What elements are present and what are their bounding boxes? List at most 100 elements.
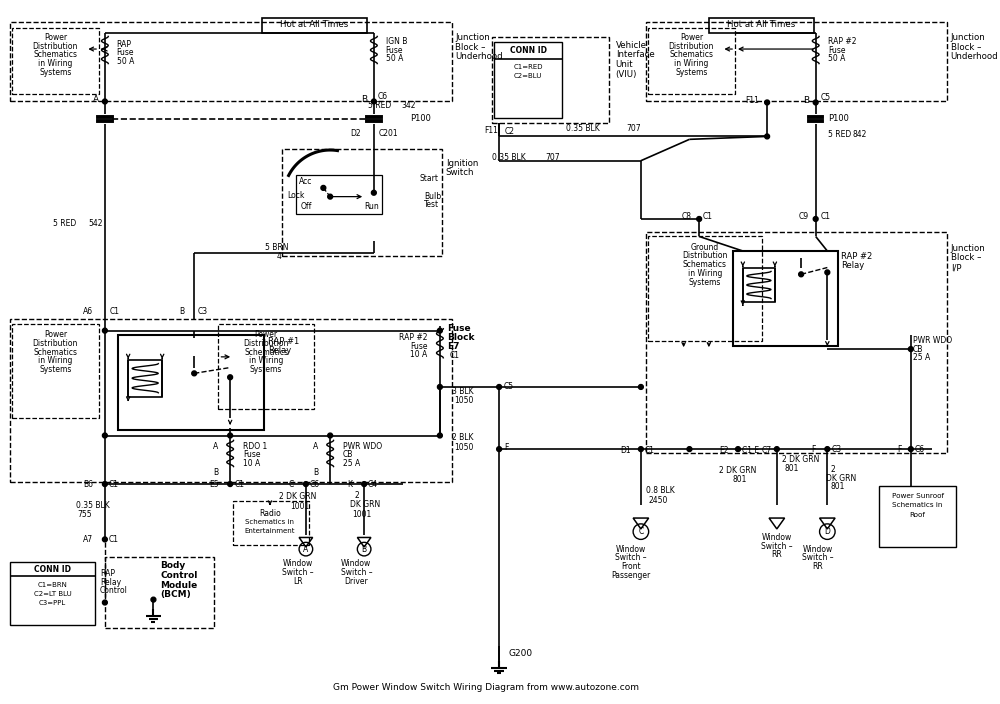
- Text: 1001: 1001: [290, 502, 310, 511]
- Text: Block –: Block –: [455, 42, 486, 51]
- Text: B6: B6: [83, 479, 93, 489]
- Bar: [218, 324, 314, 409]
- Text: PWR WDO: PWR WDO: [913, 336, 952, 345]
- Text: A: A: [93, 95, 99, 104]
- Text: A: A: [213, 441, 218, 451]
- Text: Fuse: Fuse: [828, 46, 846, 54]
- Text: RAP: RAP: [100, 569, 115, 578]
- Text: RAP #1: RAP #1: [268, 337, 299, 346]
- Text: Relay: Relay: [268, 346, 291, 355]
- Text: K: K: [347, 479, 352, 489]
- Text: E7: E7: [447, 341, 459, 351]
- Bar: [12, 324, 99, 418]
- Text: Passenger: Passenger: [612, 571, 651, 580]
- Text: E2: E2: [719, 446, 728, 455]
- Text: Relay: Relay: [841, 261, 864, 270]
- Text: RAP #2: RAP #2: [841, 252, 872, 261]
- Text: C1: C1: [821, 212, 831, 220]
- Text: Schematics: Schematics: [33, 348, 77, 356]
- Text: 50 A: 50 A: [117, 57, 134, 66]
- Circle shape: [774, 446, 779, 451]
- Text: 842: 842: [853, 130, 867, 139]
- Text: C1: C1: [645, 446, 655, 455]
- Text: Front: Front: [621, 562, 641, 571]
- Text: LR: LR: [293, 577, 303, 586]
- Bar: [648, 237, 762, 341]
- Text: Fuse: Fuse: [243, 451, 260, 460]
- Text: in Wiring: in Wiring: [38, 59, 73, 68]
- Circle shape: [825, 270, 830, 275]
- Text: Distribution: Distribution: [243, 339, 289, 348]
- Text: 707: 707: [626, 124, 641, 133]
- Text: 5 RED: 5 RED: [368, 101, 391, 110]
- Circle shape: [497, 384, 502, 389]
- Text: F: F: [504, 443, 508, 452]
- Bar: [105, 557, 214, 628]
- Circle shape: [765, 134, 770, 139]
- Bar: [646, 22, 947, 101]
- Bar: [743, 268, 775, 303]
- Text: CONN ID: CONN ID: [34, 565, 71, 574]
- Text: Start: Start: [419, 174, 438, 182]
- Circle shape: [697, 217, 702, 221]
- Text: 801: 801: [733, 474, 747, 484]
- Text: (VIU): (VIU): [616, 70, 637, 79]
- Text: C8: C8: [681, 212, 691, 220]
- Text: Fuse: Fuse: [117, 49, 134, 58]
- Text: in Wiring: in Wiring: [249, 356, 283, 365]
- Text: DK GRN: DK GRN: [350, 500, 380, 509]
- Text: Power: Power: [44, 330, 67, 339]
- Text: Power: Power: [44, 33, 67, 42]
- Text: Unit: Unit: [616, 60, 633, 69]
- Text: 25 A: 25 A: [913, 353, 930, 363]
- Text: Lock: Lock: [287, 191, 305, 200]
- Text: in Wiring: in Wiring: [38, 356, 73, 365]
- Circle shape: [102, 328, 107, 333]
- Bar: [282, 149, 442, 256]
- Text: B: B: [313, 468, 319, 477]
- Circle shape: [736, 446, 740, 451]
- Text: C1: C1: [110, 307, 120, 315]
- Text: 2: 2: [830, 465, 835, 474]
- Text: Hot at All Times: Hot at All Times: [280, 20, 349, 30]
- Text: RAP #2: RAP #2: [828, 37, 857, 46]
- Text: C2: C2: [505, 127, 515, 136]
- Text: F: F: [811, 445, 816, 453]
- Text: Switch: Switch: [446, 168, 474, 177]
- Text: C: C: [638, 527, 644, 536]
- Text: C1: C1: [703, 212, 713, 220]
- Circle shape: [908, 446, 913, 451]
- Text: 755: 755: [78, 510, 92, 519]
- Text: Schematics: Schematics: [683, 260, 727, 269]
- Circle shape: [638, 446, 643, 451]
- Text: Acc: Acc: [299, 177, 312, 186]
- Text: C3: C3: [198, 307, 208, 315]
- Text: 0.8 BLK: 0.8 BLK: [646, 486, 674, 496]
- Text: in Wiring: in Wiring: [688, 269, 722, 278]
- Text: Underhood: Underhood: [455, 52, 503, 61]
- Text: 1001: 1001: [352, 510, 372, 519]
- Text: Window: Window: [762, 533, 792, 542]
- Text: in Wiring: in Wiring: [674, 59, 709, 68]
- Text: C4: C4: [368, 479, 378, 489]
- Circle shape: [813, 217, 818, 221]
- Text: Power: Power: [680, 33, 703, 42]
- Bar: [128, 360, 162, 396]
- Text: 0.35 BLK: 0.35 BLK: [492, 153, 526, 163]
- Bar: [492, 37, 609, 122]
- Circle shape: [303, 482, 308, 486]
- Text: Junction: Junction: [951, 244, 985, 253]
- Text: RAP #2: RAP #2: [399, 333, 427, 342]
- Text: Underhood: Underhood: [951, 52, 998, 61]
- Circle shape: [687, 446, 692, 451]
- Text: Module: Module: [160, 581, 197, 589]
- Text: Schematics in: Schematics in: [245, 519, 294, 525]
- Text: C: C: [289, 479, 294, 489]
- Bar: [646, 232, 947, 453]
- Text: Switch –: Switch –: [802, 553, 833, 562]
- Circle shape: [371, 190, 376, 195]
- Text: 1050: 1050: [454, 396, 474, 405]
- Text: IGN B: IGN B: [386, 37, 407, 46]
- Text: Entertainment: Entertainment: [245, 528, 295, 534]
- Text: B: B: [179, 307, 184, 315]
